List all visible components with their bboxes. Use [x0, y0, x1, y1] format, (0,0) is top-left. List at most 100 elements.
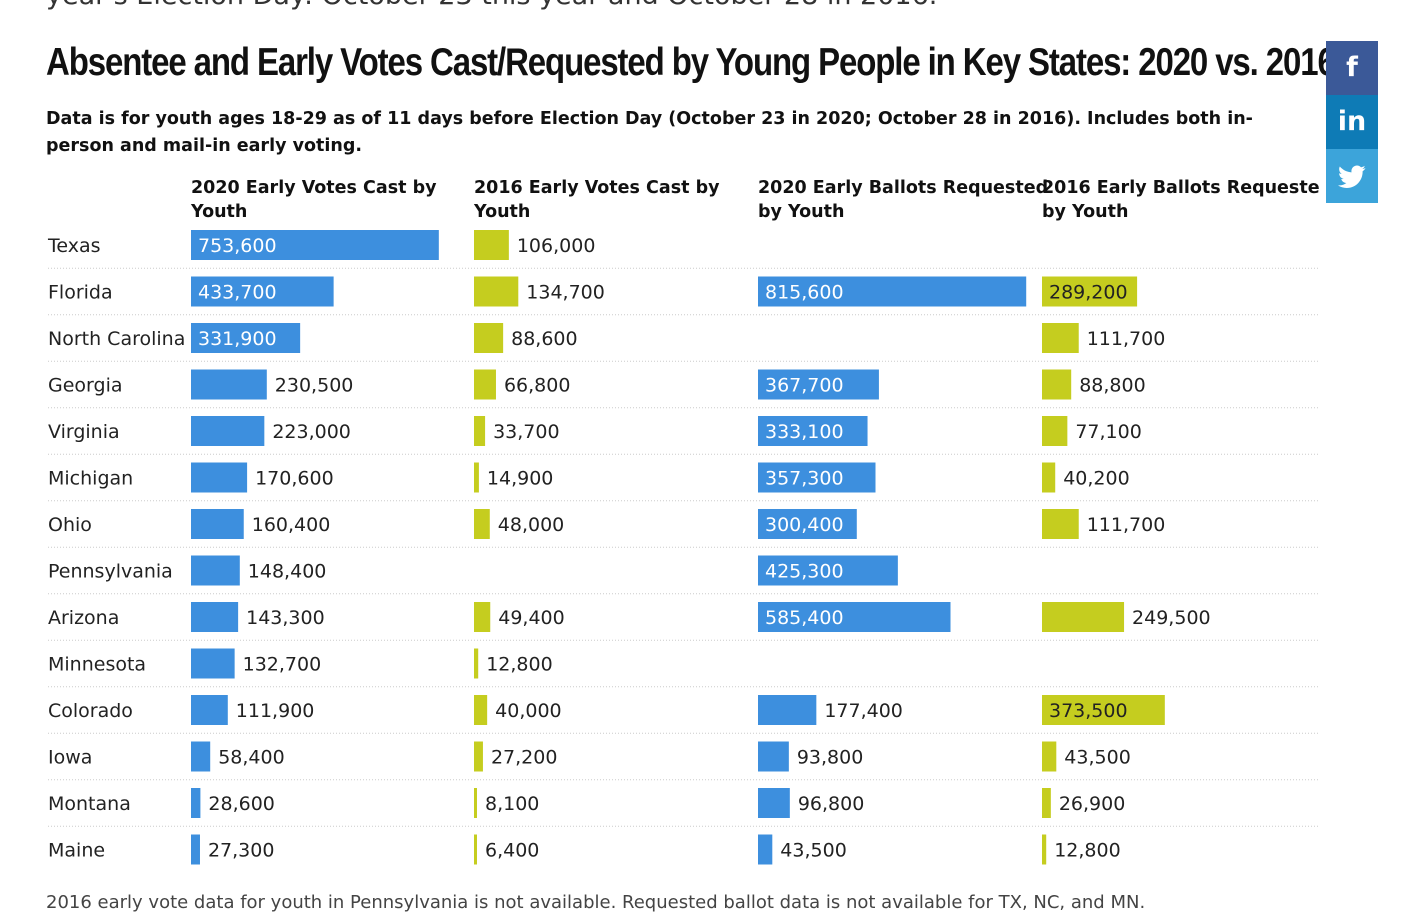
data-label: 6,400: [485, 840, 539, 862]
bar: [1042, 788, 1051, 818]
bar: [191, 276, 334, 307]
data-label: 66,800: [504, 375, 570, 397]
bar: [758, 462, 876, 493]
chart-subtitle: Data is for youth ages 18-29 as of 11 da…: [46, 109, 1253, 156]
bar: [758, 369, 879, 400]
bar: [758, 834, 773, 865]
bar: [191, 323, 301, 353]
twitter-share-button[interactable]: [1326, 149, 1378, 203]
data-label: 48,000: [498, 514, 564, 536]
data-label: 148,400: [248, 561, 327, 583]
bar: [474, 416, 486, 446]
bar: [1042, 509, 1079, 539]
chart-title: Absentee and Early Votes Cast/Requested …: [46, 41, 1336, 84]
linkedin-icon: in: [1337, 106, 1367, 137]
data-label: 43,500: [1064, 747, 1130, 769]
row-label: Michigan: [48, 468, 133, 490]
chart-table: 2020 Early Votes Cast by Youth 2016 Early …: [47, 178, 1320, 865]
column-header: 2020 Early Ballots Requested: [758, 178, 1048, 198]
data-label: 93,800: [797, 747, 863, 769]
bar: [474, 369, 496, 400]
data-label: 425,300: [765, 561, 844, 583]
bar: [1042, 416, 1068, 446]
bar: [758, 788, 790, 818]
bar: [758, 741, 789, 772]
bar: [191, 369, 267, 400]
data-label: 40,200: [1063, 468, 1129, 490]
row-label: Arizona: [48, 607, 119, 629]
data-label: 230,500: [275, 375, 354, 397]
bar: [758, 695, 817, 725]
data-label: 367,700: [765, 375, 844, 397]
bar: [474, 648, 479, 679]
column-header: by Youth: [1042, 202, 1128, 222]
data-label: 14,900: [487, 468, 553, 490]
data-label: 357,300: [765, 468, 844, 490]
bar: [474, 741, 483, 772]
bar: [474, 602, 491, 632]
data-label: 134,700: [526, 282, 605, 304]
data-label: 49,400: [498, 607, 564, 629]
data-label: 223,000: [272, 421, 351, 443]
column-header: 2020 Early Votes Cast by: [191, 178, 437, 198]
data-label: 753,600: [198, 235, 277, 257]
data-label: 58,400: [218, 747, 284, 769]
row-label: Maine: [48, 840, 105, 862]
bar: [191, 555, 240, 586]
data-label: 26,900: [1059, 793, 1125, 815]
data-label: 12,800: [1054, 840, 1120, 862]
bar: [1042, 741, 1057, 772]
share-bar: f in: [1326, 41, 1378, 203]
bar: [474, 230, 509, 260]
bar: [1042, 323, 1079, 353]
row-label: Pennsylvania: [48, 561, 173, 583]
data-label: 28,600: [208, 793, 274, 815]
data-label: 132,700: [243, 654, 322, 676]
footnote-text-cut: 2016 early vote data for youth in Pennsy…: [46, 892, 1146, 913]
row-label: Ohio: [48, 514, 92, 536]
data-label: 143,300: [246, 607, 325, 629]
data-label: 111,700: [1087, 328, 1166, 350]
data-label: 12,800: [486, 654, 552, 676]
data-label: 433,700: [198, 282, 277, 304]
bar: [758, 416, 868, 446]
bar: [474, 462, 479, 493]
bar: [191, 741, 211, 772]
bar: [1042, 602, 1125, 632]
facebook-icon: f: [1346, 52, 1358, 83]
data-label: 249,500: [1132, 607, 1211, 629]
bar: [191, 230, 439, 260]
bar: [191, 602, 239, 632]
data-label: 33,700: [493, 421, 559, 443]
bar: [1042, 462, 1056, 493]
row-label: North Carolina: [48, 328, 185, 350]
row-label: Montana: [48, 793, 131, 815]
bar: [474, 509, 490, 539]
data-label: 106,000: [517, 235, 596, 257]
data-label: 27,200: [491, 747, 557, 769]
data-label: 96,800: [798, 793, 864, 815]
column-header: by Youth: [758, 202, 844, 222]
linkedin-share-button[interactable]: in: [1326, 95, 1378, 149]
bar: [474, 788, 477, 818]
bar: [474, 695, 488, 725]
data-label: 43,500: [780, 840, 846, 862]
facebook-share-button[interactable]: f: [1326, 41, 1378, 95]
bar: [474, 834, 477, 865]
bar: [758, 555, 898, 586]
data-label: 177,400: [824, 700, 903, 722]
bar: [758, 602, 951, 632]
bar: [1042, 834, 1047, 865]
bar: [758, 276, 1027, 307]
row-label: Georgia: [48, 375, 123, 397]
column-header: Youth: [190, 202, 247, 222]
data-label: 8,100: [485, 793, 539, 815]
row-label: Minnesota: [48, 654, 146, 676]
data-label: 815,600: [765, 282, 844, 304]
row-label: Florida: [48, 282, 113, 304]
row-label: Iowa: [48, 747, 92, 769]
data-label: 289,200: [1049, 282, 1128, 304]
bar: [191, 416, 265, 446]
bar: [1042, 276, 1138, 307]
bar: [474, 276, 519, 307]
